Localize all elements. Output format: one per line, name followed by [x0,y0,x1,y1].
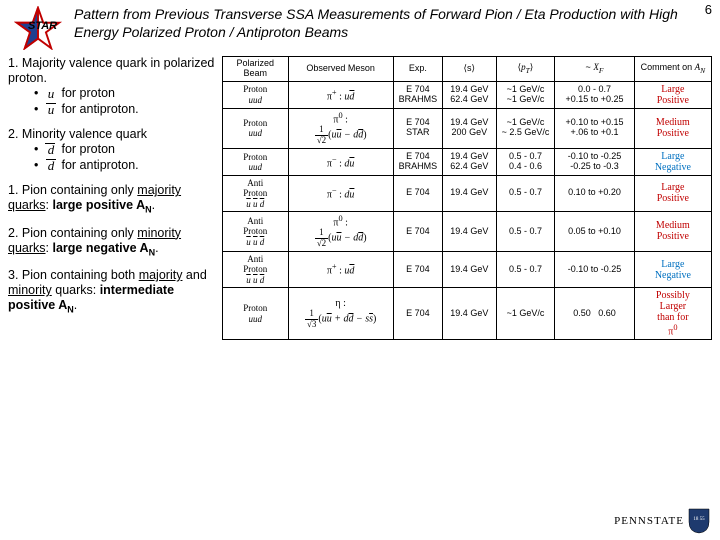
table-row: Protonuudπ− : duE 704BRAHMS19.4 GeV62.4 … [223,148,712,175]
cell-comment: MediumPositive [634,108,711,148]
col-header: Comment on AN [634,57,711,82]
block-1: 1. Majority valence quark in polarized p… [8,56,216,117]
cell-exp: E 704BRAHMS [393,148,442,175]
page-title: Pattern from Previous Transverse SSA Mea… [74,6,710,41]
col-header: Exp. [393,57,442,82]
table-header-row: Polarized BeamObserved MesonExp.⟨s⟩⟨pT⟩~… [223,57,712,82]
quark-d-under: d [44,142,58,158]
pennstate-logo: PENNSTATE 18 55 [614,508,710,534]
header: STAR Pattern from Previous Transverse SS… [0,0,720,54]
cell-exp: E 704 [393,288,442,340]
shield-icon: 18 55 [688,508,710,534]
cell-beam: AntiProtonu u d [223,175,289,211]
block-4: 2. Pion containing only minority quarks:… [8,226,216,258]
col-header: ~ XF [555,57,635,82]
b1-txt: Majority valence quark in polarized prot… [8,56,214,85]
cell-beam: Protonuud [223,108,289,148]
cell-xf: +0.10 to +0.15+.06 to +0.1 [555,108,635,148]
cell-exp: E 704STAR [393,108,442,148]
content: 1. Majority valence quark in polarized p… [0,54,720,340]
cell-exp: E 704 [393,252,442,288]
cell-exp: E 704 [393,175,442,211]
cell-beam: Protonuud [223,81,289,108]
col-header: ⟨pT⟩ [496,57,554,82]
cell-pt: 0.5 - 0.7 [496,211,554,251]
quark-u: u [44,86,58,102]
cell-pt: 0.5 - 0.7 [496,252,554,288]
cell-beam: Protonuud [223,148,289,175]
cell-exp: E 704 [393,211,442,251]
cell-xf: -0.10 to -0.25-0.25 to -0.3 [555,148,635,175]
svg-text:18 55: 18 55 [693,517,705,522]
cell-xf: 0.10 to +0.20 [555,175,635,211]
cell-pt: ~1 GeV/c~1 GeV/c [496,81,554,108]
table-row: AntiProtonu u dπ+ : udE 70419.4 GeV0.5 -… [223,252,712,288]
quark-dbar: d [44,158,58,174]
table-row: AntiProtonu u dπ0 :1√2(uu − dd)E 70419.4… [223,211,712,251]
b1-s1: •u for proton [34,86,216,102]
table-row: AntiProtonu u dπ− : duE 70419.4 GeV0.5 -… [223,175,712,211]
block-5: 3. Pion containing both majority and min… [8,268,216,315]
data-table: Polarized BeamObserved MesonExp.⟨s⟩⟨pT⟩~… [222,56,712,340]
table-row: Protonuudπ0 :1√2(uu − dd)E 704STAR19.4 G… [223,108,712,148]
cell-s: 19.4 GeV [442,175,496,211]
star-logo: STAR [10,6,66,50]
b2-s2: •d for antiproton. [34,158,216,174]
right-column: Polarized BeamObserved MesonExp.⟨s⟩⟨pT⟩~… [222,56,712,340]
cell-beam: AntiProtonu u d [223,252,289,288]
cell-exp: E 704BRAHMS [393,81,442,108]
cell-xf: -0.10 to -0.25 [555,252,635,288]
cell-meson: π+ : ud [288,81,393,108]
cell-pt: ~1 GeV/c~ 2.5 GeV/c [496,108,554,148]
cell-meson: π− : du [288,175,393,211]
cell-meson: π0 :1√2(uu − dd) [288,211,393,251]
cell-comment: LargePositive [634,175,711,211]
cell-xf: 0.05 to +0.10 [555,211,635,251]
b1-num: 1. [8,56,18,70]
cell-s: 19.4 GeV [442,211,496,251]
cell-comment: LargeNegative [634,148,711,175]
cell-meson: π+ : ud [288,252,393,288]
b2-num: 2. [8,127,18,141]
cell-xf: 0.0 - 0.7+0.15 to +0.25 [555,81,635,108]
cell-comment: PossiblyLargerthan forπ0 [634,288,711,340]
cell-s: 19.4 GeV62.4 GeV [442,148,496,175]
cell-pt: 0.5 - 0.70.4 - 0.6 [496,148,554,175]
quark-ubar: u [44,102,58,118]
cell-s: 19.4 GeV [442,288,496,340]
block-3: 1. Pion containing only majority quarks:… [8,183,216,215]
cell-pt: 0.5 - 0.7 [496,175,554,211]
table-row: Protonuudπ+ : udE 704BRAHMS19.4 GeV62.4 … [223,81,712,108]
cell-comment: LargePositive [634,81,711,108]
col-header: Observed Meson [288,57,393,82]
cell-meson: π0 :1√2(uu − dd) [288,108,393,148]
col-header: ⟨s⟩ [442,57,496,82]
b2-s1: •d for proton [34,142,216,158]
cell-beam: Protonuud [223,288,289,340]
b2-txt: Minority valence quark [22,127,147,141]
left-column: 1. Majority valence quark in polarized p… [8,56,216,340]
cell-meson: η :1√3(uu + dd − ss) [288,288,393,340]
cell-s: 19.4 GeV62.4 GeV [442,81,496,108]
b1-s2: •u for antiproton. [34,102,216,118]
cell-comment: MediumPositive [634,211,711,251]
star-label: STAR [28,20,57,32]
cell-beam: AntiProtonu u d [223,211,289,251]
cell-s: 19.4 GeV [442,252,496,288]
cell-meson: π− : du [288,148,393,175]
block-2: 2. Minority valence quark •d for proton … [8,127,216,173]
cell-pt: ~1 GeV/c [496,288,554,340]
pennstate-text: PENNSTATE [614,515,684,527]
col-header: Polarized Beam [223,57,289,82]
page-number: 6 [705,2,712,17]
table-row: Protonuudη :1√3(uu + dd − ss)E 70419.4 G… [223,288,712,340]
cell-s: 19.4 GeV200 GeV [442,108,496,148]
cell-xf: 0.50 0.60 [555,288,635,340]
cell-comment: LargeNegative [634,252,711,288]
